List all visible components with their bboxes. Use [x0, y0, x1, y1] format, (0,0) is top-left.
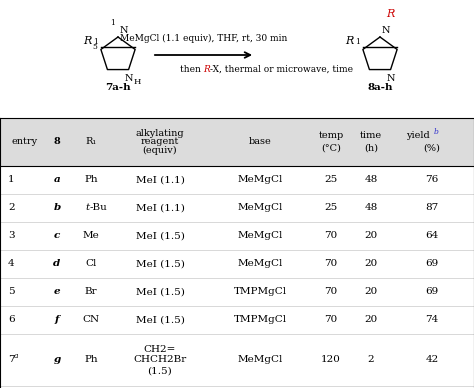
Text: TMPMgCl: TMPMgCl: [233, 315, 287, 324]
Text: alkylating: alkylating: [136, 130, 184, 139]
Text: (equiv): (equiv): [143, 146, 177, 154]
Text: MeMgCl: MeMgCl: [237, 203, 283, 213]
Text: R: R: [345, 36, 353, 47]
Text: 70: 70: [324, 260, 337, 268]
Text: MeI (1.5): MeI (1.5): [136, 315, 184, 324]
Text: 8: 8: [54, 137, 60, 147]
Text: N: N: [120, 26, 128, 35]
Text: t: t: [86, 203, 90, 213]
Text: TMPMgCl: TMPMgCl: [233, 288, 287, 296]
Text: (1.5): (1.5): [147, 367, 173, 376]
Text: N: N: [382, 26, 391, 35]
Text: 8a-h: 8a-h: [367, 83, 393, 92]
Text: 1: 1: [110, 19, 115, 27]
Text: 4: 4: [8, 260, 15, 268]
Text: Me: Me: [82, 232, 100, 241]
Text: CN: CN: [82, 315, 100, 324]
Text: H: H: [134, 78, 141, 86]
Text: MeMgCl: MeMgCl: [237, 260, 283, 268]
Text: 42: 42: [425, 355, 438, 364]
Text: -Bu: -Bu: [90, 203, 108, 213]
Text: 1: 1: [8, 175, 15, 185]
Text: entry: entry: [12, 137, 38, 147]
Text: MeMgCl (1.1 equiv), THF, rt, 30 min: MeMgCl (1.1 equiv), THF, rt, 30 min: [120, 34, 287, 43]
Text: R₁: R₁: [85, 137, 97, 147]
Text: then: then: [180, 65, 203, 74]
Text: MeI (1.5): MeI (1.5): [136, 232, 184, 241]
Text: a: a: [54, 175, 60, 185]
Text: 6: 6: [8, 315, 15, 324]
Text: MeMgCl: MeMgCl: [237, 175, 283, 185]
Text: 25: 25: [324, 203, 337, 213]
Text: 70: 70: [324, 315, 337, 324]
Text: d: d: [54, 260, 61, 268]
Text: 7: 7: [8, 355, 15, 364]
Text: 74: 74: [425, 315, 438, 324]
Text: 20: 20: [365, 260, 378, 268]
Text: Ph: Ph: [84, 175, 98, 185]
Text: -X, thermal or microwave, time: -X, thermal or microwave, time: [210, 65, 354, 74]
Text: c: c: [54, 232, 60, 241]
Text: temp: temp: [319, 132, 344, 140]
Text: yield: yield: [406, 132, 430, 140]
Text: b: b: [54, 203, 61, 213]
Text: 20: 20: [365, 288, 378, 296]
Text: CH2=: CH2=: [144, 345, 176, 353]
Text: MeI (1.5): MeI (1.5): [136, 260, 184, 268]
Text: 70: 70: [324, 232, 337, 241]
Text: reagent: reagent: [141, 137, 179, 147]
Text: a: a: [13, 352, 18, 360]
Text: (%): (%): [424, 144, 440, 152]
Text: 69: 69: [425, 288, 438, 296]
Text: 70: 70: [324, 288, 337, 296]
Text: 5: 5: [8, 288, 15, 296]
Text: Cl: Cl: [85, 260, 97, 268]
Text: 25: 25: [324, 175, 337, 185]
Text: MeMgCl: MeMgCl: [237, 232, 283, 241]
Text: MeMgCl: MeMgCl: [237, 355, 283, 364]
Text: 1: 1: [93, 38, 98, 47]
Text: MeI (1.5): MeI (1.5): [136, 288, 184, 296]
Text: 76: 76: [425, 175, 438, 185]
Text: R: R: [82, 36, 91, 47]
Text: 3: 3: [8, 232, 15, 241]
Text: MeI (1.1): MeI (1.1): [136, 175, 184, 185]
Text: R: R: [386, 9, 394, 19]
Text: CHCH2Br: CHCH2Br: [133, 355, 187, 364]
Text: g: g: [54, 355, 61, 364]
Bar: [0, 118, 474, 166]
Text: 48: 48: [365, 175, 378, 185]
Text: base: base: [249, 137, 272, 147]
Text: 48: 48: [365, 203, 378, 213]
Text: 87: 87: [425, 203, 438, 213]
Text: e: e: [54, 288, 60, 296]
Text: 20: 20: [365, 232, 378, 241]
Text: N: N: [386, 74, 395, 83]
Text: 1: 1: [355, 38, 360, 47]
Text: f: f: [55, 315, 59, 324]
Text: b: b: [434, 128, 439, 136]
Text: N: N: [124, 74, 133, 83]
Text: R: R: [203, 65, 210, 74]
Text: time: time: [360, 132, 382, 140]
Text: 2: 2: [8, 203, 15, 213]
Text: 64: 64: [425, 232, 438, 241]
Text: 20: 20: [365, 315, 378, 324]
Text: Br: Br: [85, 288, 97, 296]
Text: (°C): (°C): [321, 144, 341, 152]
Text: 5: 5: [92, 43, 97, 52]
Text: 120: 120: [321, 355, 341, 364]
Text: MeI (1.1): MeI (1.1): [136, 203, 184, 213]
Text: 7a-h: 7a-h: [105, 83, 131, 92]
Text: Ph: Ph: [84, 355, 98, 364]
Text: 69: 69: [425, 260, 438, 268]
Text: 2: 2: [368, 355, 374, 364]
Text: (h): (h): [364, 144, 378, 152]
